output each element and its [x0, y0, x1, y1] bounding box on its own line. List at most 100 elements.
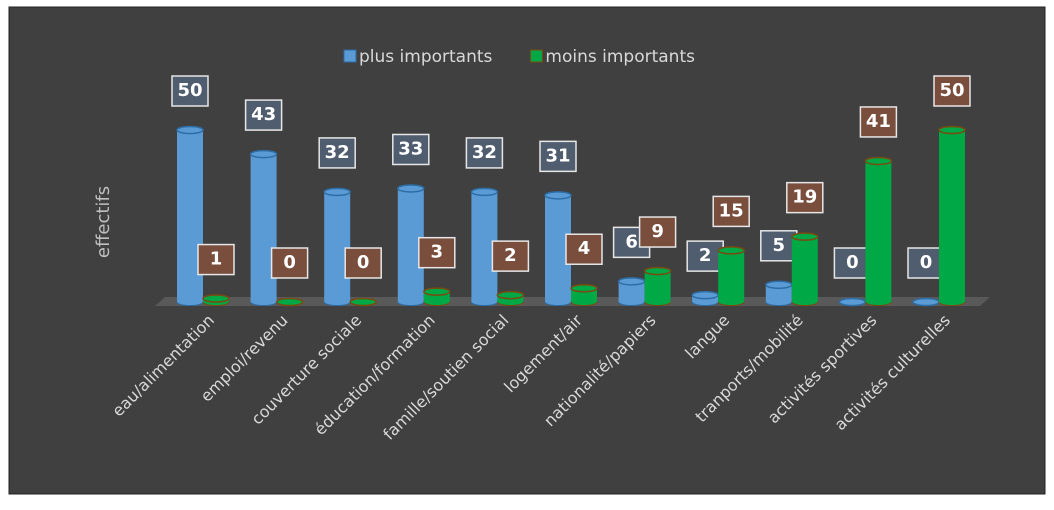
- bar: [864, 156, 893, 306]
- bar: [349, 297, 377, 307]
- bar-body: [177, 130, 203, 302]
- legend-label: moins importants: [545, 47, 695, 67]
- bar-body: [644, 271, 671, 302]
- bar-top: [323, 187, 351, 197]
- bar-top: [496, 290, 525, 300]
- bar-body: [250, 154, 277, 302]
- bar: [838, 297, 867, 307]
- bar-top: [349, 297, 377, 307]
- y-axis-label: effectifs: [93, 186, 114, 258]
- bar-top: [791, 232, 819, 241]
- value-label-box: [244, 99, 283, 131]
- value-label-box: [933, 75, 971, 107]
- bar-top: [423, 287, 451, 296]
- bar: [570, 283, 598, 306]
- bar: [423, 287, 451, 306]
- bar: [202, 294, 230, 306]
- value-label-box: [686, 240, 724, 272]
- bar-top: [765, 280, 793, 290]
- bar-top: [202, 294, 230, 303]
- bar: [691, 290, 719, 306]
- bar-body: [718, 250, 745, 302]
- bar-body: [939, 130, 965, 302]
- value-label: 2: [699, 245, 712, 266]
- bar-top: [864, 156, 893, 166]
- bar-body: [865, 160, 892, 302]
- value-label: 43: [251, 104, 276, 125]
- bar: [938, 125, 966, 306]
- bar-body: [423, 291, 450, 302]
- bar-top: [470, 187, 499, 197]
- bar: [176, 125, 204, 306]
- value-label: 15: [719, 200, 744, 221]
- value-label-box: [171, 75, 209, 107]
- bar-top: [570, 283, 598, 293]
- bar-top: [912, 297, 940, 307]
- bar-top: [249, 149, 278, 159]
- bar: [765, 280, 793, 306]
- value-label-box: [859, 106, 898, 138]
- value-label-box: [197, 243, 235, 276]
- bar-body: [324, 191, 351, 302]
- value-label: 33: [398, 138, 423, 159]
- value-label-box: [344, 247, 382, 279]
- value-label: 3: [431, 242, 444, 263]
- value-label: 50: [939, 80, 964, 101]
- bar-body: [765, 284, 792, 302]
- value-label: 0: [920, 252, 933, 273]
- value-label-box: [833, 247, 872, 279]
- value-label: 1: [210, 249, 223, 270]
- bar: [617, 277, 646, 306]
- value-label-box: [465, 137, 504, 169]
- value-label-box: [418, 236, 456, 269]
- value-label-box: [786, 181, 824, 214]
- value-label-box: [392, 133, 430, 166]
- bar-top: [691, 290, 719, 300]
- bar-top: [176, 125, 204, 135]
- value-label-box: [638, 216, 677, 248]
- bar: [249, 149, 278, 306]
- bar-top: [275, 297, 304, 307]
- value-label: 0: [846, 252, 859, 273]
- value-label-box: [712, 195, 750, 228]
- value-label: 19: [792, 187, 817, 208]
- value-label: 32: [472, 142, 497, 163]
- bar: [791, 232, 819, 306]
- value-label: 0: [357, 252, 370, 273]
- value-label: 6: [625, 231, 638, 252]
- value-label: 4: [578, 238, 591, 259]
- value-label: 0: [283, 252, 296, 273]
- bar-top: [938, 125, 966, 135]
- value-label: 50: [177, 80, 202, 101]
- value-label-box: [539, 140, 577, 173]
- value-label-box: [565, 233, 603, 265]
- bar-top: [643, 266, 672, 276]
- bar-top: [717, 246, 745, 255]
- bar-top: [838, 297, 867, 307]
- bar: [496, 290, 525, 306]
- bar-top: [617, 277, 646, 286]
- bar-top: [397, 184, 425, 193]
- bar: [323, 187, 351, 306]
- value-label: 31: [545, 145, 570, 166]
- value-label: 41: [866, 111, 891, 132]
- bar-body: [618, 281, 645, 302]
- value-label-box: [491, 240, 530, 272]
- legend-swatch: [343, 49, 357, 63]
- value-label: 9: [651, 221, 664, 242]
- value-label: 32: [325, 142, 350, 163]
- bar: [643, 266, 672, 306]
- bar-body: [791, 236, 818, 302]
- bar: [717, 246, 745, 306]
- value-label-box: [270, 247, 309, 279]
- legend-swatch: [529, 49, 543, 63]
- value-label: 5: [773, 235, 786, 256]
- value-label: 2: [504, 245, 517, 266]
- legend: plus importants moins importants: [343, 47, 695, 67]
- legend-label: plus importants: [359, 47, 493, 67]
- value-label-box: [318, 137, 356, 169]
- bar: [275, 297, 304, 307]
- bar: [912, 297, 940, 307]
- bar-top: [544, 191, 572, 200]
